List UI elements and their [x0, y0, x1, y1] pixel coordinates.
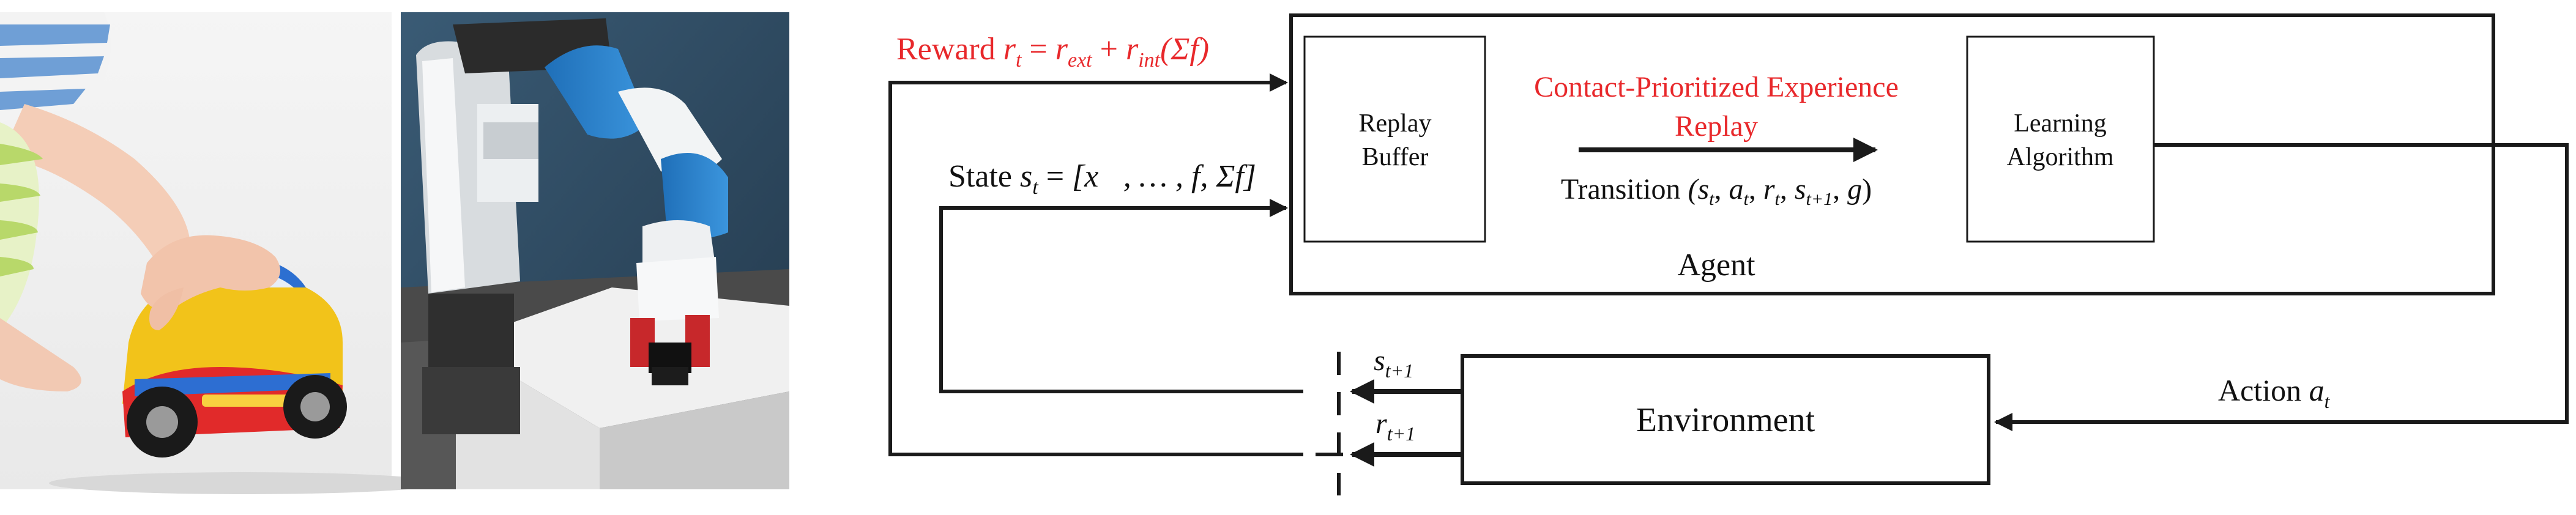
learning-algorithm-line2: Algorithm — [2007, 143, 2114, 171]
state-label: State st = [x⃗, … , f, Σf] — [948, 159, 1256, 199]
next-state-label: st+1 — [1374, 344, 1413, 382]
agent-label: Agent — [1677, 248, 1755, 283]
replay-buffer-line2: Buffer — [1362, 143, 1429, 171]
robot-arm-gripping-block-photo — [401, 12, 789, 489]
transition-label: Transition (st, at, rt, st+1, g) — [1561, 173, 1872, 209]
learning-algorithm-box — [1966, 35, 2155, 243]
replay-buffer-box — [1303, 35, 1486, 243]
learning-algorithm-line1: Learning — [2014, 109, 2107, 138]
action-loop-line — [1994, 143, 2569, 431]
action-label: Action at — [2218, 373, 2331, 412]
reward-label: Reward rt = rext + rint(Σf) — [896, 32, 1209, 72]
child-hand-on-toy-car-photo — [0, 12, 441, 494]
agent-box — [1289, 13, 2495, 295]
state-loop-line — [939, 199, 1303, 393]
environment-box — [1461, 354, 1990, 485]
cper-title-line1: Contact-Prioritized Experience — [1534, 71, 1899, 103]
cper-title-line2: Replay — [1675, 110, 1758, 143]
reward-loop-line — [888, 73, 1303, 456]
next-reward-label: rt+1 — [1375, 407, 1415, 445]
replay-buffer-line1: Replay — [1359, 109, 1432, 138]
environment-label: Environment — [1636, 401, 1815, 439]
